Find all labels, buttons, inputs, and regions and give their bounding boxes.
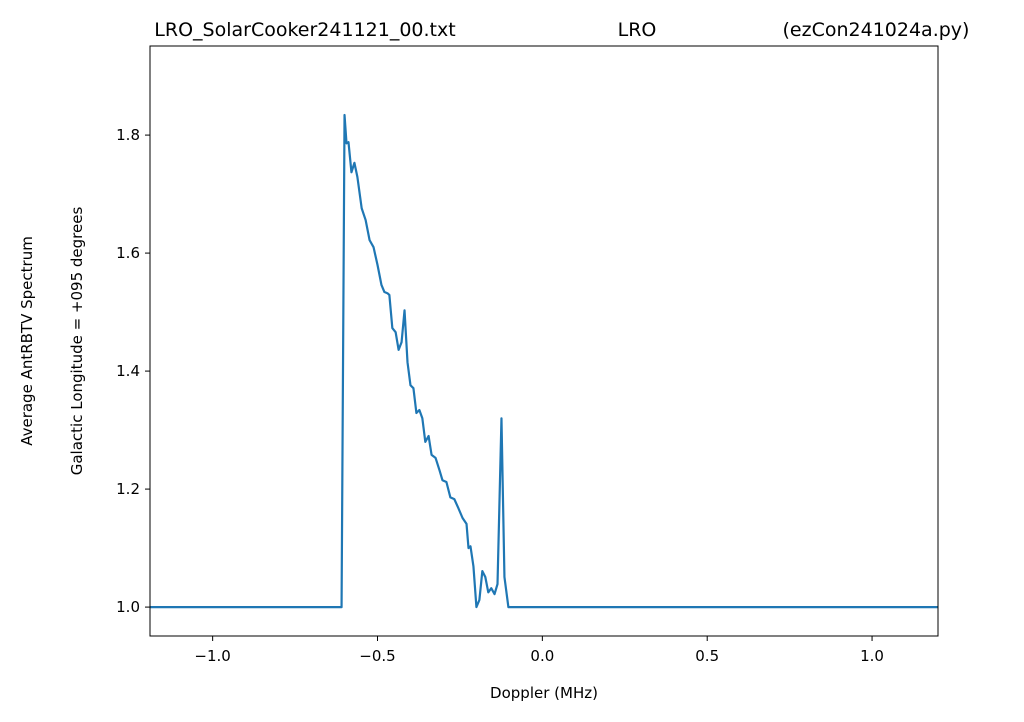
y-tick-label: 1.0 (116, 598, 140, 616)
plot-frame (149, 45, 939, 637)
x-tick-label: −1.0 (194, 647, 230, 665)
y-axis-label: Average AntRBTV Spectrum (18, 236, 36, 446)
x-tick-label: 0.0 (530, 647, 554, 665)
x-tick-label: −0.5 (359, 647, 395, 665)
chart-title: (ezCon241024a.py) (783, 19, 970, 41)
y-tick-label: 1.2 (116, 480, 140, 498)
chart-title: LRO (618, 19, 657, 41)
y-axis-label: Galactic Longitude = +095 degrees (68, 207, 86, 476)
y-tick-label: 1.8 (116, 126, 140, 144)
data-line (150, 113, 938, 609)
x-tick-label: 1.0 (860, 647, 884, 665)
chart-title: LRO_SolarCooker241121_00.txt (154, 19, 455, 41)
y-tick-label: 1.6 (116, 244, 140, 262)
y-tick-label: 1.4 (116, 362, 140, 380)
x-axis-label: Doppler (MHz) (490, 684, 598, 702)
x-tick-label: 0.5 (695, 647, 719, 665)
